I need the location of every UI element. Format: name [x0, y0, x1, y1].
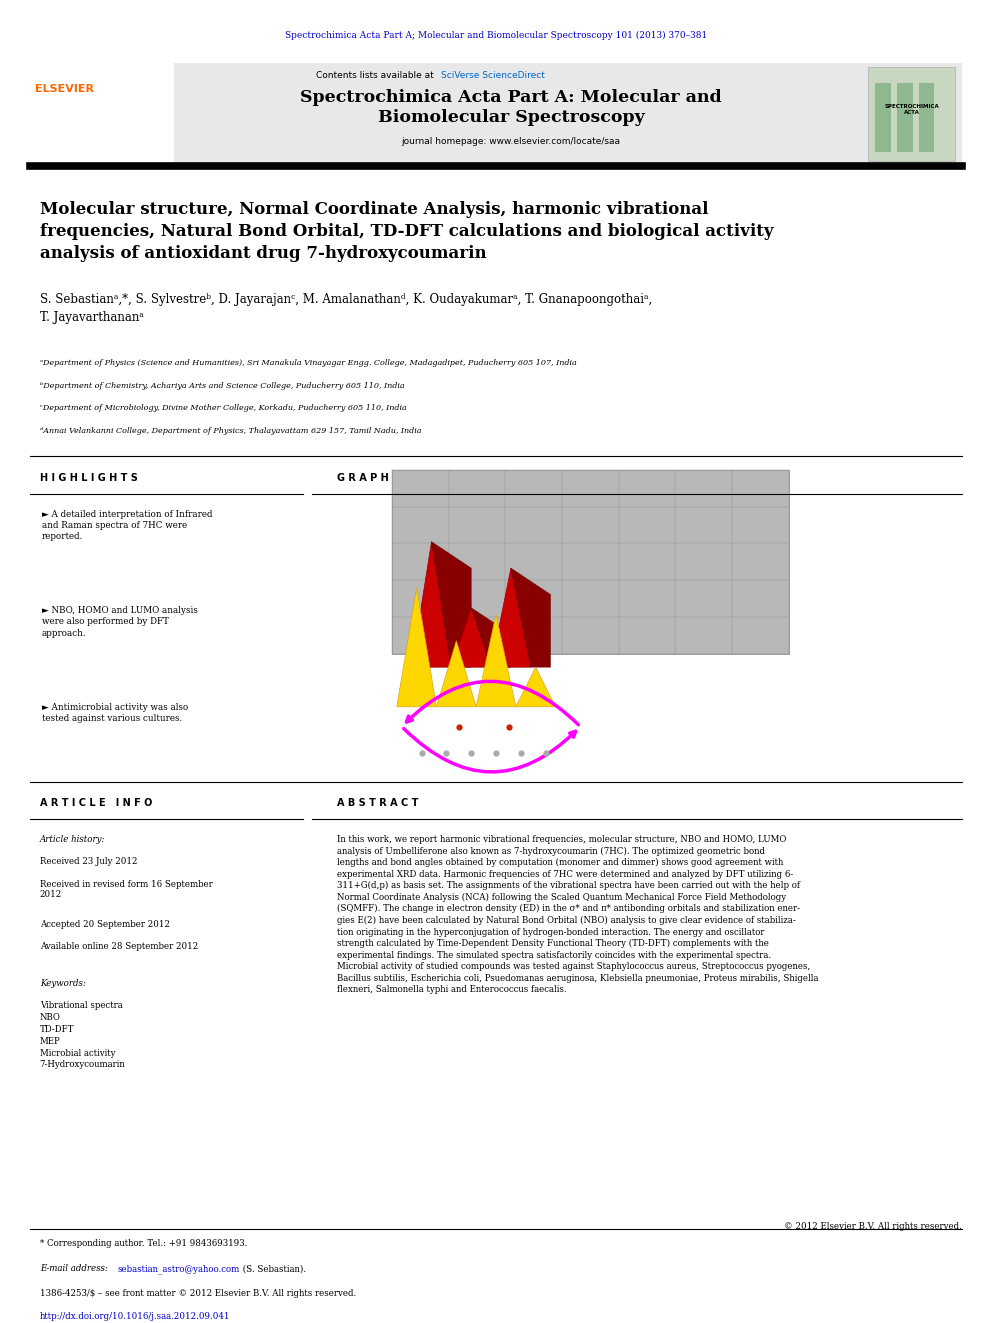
Text: ► NBO, HOMO and LUMO analysis
were also performed by DFT
approach.: ► NBO, HOMO and LUMO analysis were also … — [42, 606, 197, 638]
Polygon shape — [436, 640, 476, 706]
Text: E-mail address:: E-mail address: — [40, 1265, 107, 1273]
Text: G R A P H I C A L   A B S T R A C T: G R A P H I C A L A B S T R A C T — [337, 472, 519, 483]
Polygon shape — [511, 568, 551, 667]
Text: Keywords:: Keywords: — [40, 979, 85, 988]
Bar — [897, 83, 913, 152]
Text: S. Sebastianᵃ,*, S. Sylvestreᵇ, D. Jayarajanᶜ, M. Amalanathanᵈ, K. Oudayakumarᵃ,: S. Sebastianᵃ,*, S. Sylvestreᵇ, D. Jayar… — [40, 294, 652, 324]
Bar — [392, 470, 789, 654]
Polygon shape — [491, 568, 531, 667]
Text: ► A detailed interpretation of Infrared
and Raman spectra of 7HC were
reported.: ► A detailed interpretation of Infrared … — [42, 509, 212, 541]
Text: (S. Sebastian).: (S. Sebastian). — [240, 1265, 307, 1273]
Polygon shape — [432, 541, 471, 667]
Text: journal homepage: www.elsevier.com/locate/saa: journal homepage: www.elsevier.com/locat… — [402, 138, 620, 147]
Text: Article history:: Article history: — [40, 835, 105, 844]
Text: ᶜDepartment of Microbiology, Divine Mother College, Korkadu, Puducherry 605 110,: ᶜDepartment of Microbiology, Divine Moth… — [40, 405, 407, 413]
Text: Spectrochimica Acta Part A; Molecular and Biomolecular Spectroscopy 101 (2013) 3: Spectrochimica Acta Part A; Molecular an… — [285, 30, 707, 40]
Polygon shape — [476, 614, 516, 706]
Text: Received in revised form 16 September
2012: Received in revised form 16 September 20… — [40, 880, 212, 900]
Text: Received 23 July 2012: Received 23 July 2012 — [40, 857, 137, 867]
Polygon shape — [412, 541, 451, 667]
Text: A R T I C L E   I N F O: A R T I C L E I N F O — [40, 798, 152, 808]
Text: © 2012 Elsevier B.V. All rights reserved.: © 2012 Elsevier B.V. All rights reserved… — [785, 1222, 962, 1230]
Bar — [868, 67, 955, 161]
Polygon shape — [397, 587, 436, 706]
Text: http://dx.doi.org/10.1016/j.saa.2012.09.041: http://dx.doi.org/10.1016/j.saa.2012.09.… — [40, 1312, 230, 1320]
Text: Available online 28 September 2012: Available online 28 September 2012 — [40, 942, 198, 951]
Text: Spectrochimica Acta Part A: Molecular and
Biomolecular Spectroscopy: Spectrochimica Acta Part A: Molecular an… — [300, 89, 722, 127]
Bar — [875, 83, 891, 152]
Bar — [919, 83, 934, 152]
Text: ᵇDepartment of Chemistry, Achariya Arts and Science College, Puducherry 605 110,: ᵇDepartment of Chemistry, Achariya Arts … — [40, 382, 405, 390]
Text: SPECTROCHIMICA
ACTA: SPECTROCHIMICA ACTA — [884, 105, 939, 115]
Bar — [30, 64, 962, 165]
Text: ELSEVIER: ELSEVIER — [35, 85, 94, 94]
Text: 1386-4253/$ – see front matter © 2012 Elsevier B.V. All rights reserved.: 1386-4253/$ – see front matter © 2012 El… — [40, 1290, 356, 1298]
Text: * Corresponding author. Tel.: +91 9843693193.: * Corresponding author. Tel.: +91 984369… — [40, 1240, 247, 1248]
Polygon shape — [471, 607, 511, 667]
Text: ᵃDepartment of Physics (Science and Humanities), Sri Manakula Vinayagar Engg. Co: ᵃDepartment of Physics (Science and Huma… — [40, 360, 576, 368]
Text: Vibrational spectra
NBO
TD-DFT
MEP
Microbial activity
7-Hydroxycoumarin: Vibrational spectra NBO TD-DFT MEP Micro… — [40, 1002, 125, 1069]
Text: SciVerse ScienceDirect: SciVerse ScienceDirect — [441, 71, 546, 81]
Text: Accepted 20 September 2012: Accepted 20 September 2012 — [40, 919, 170, 929]
Text: ᵈAnnai Velankanni College, Department of Physics, Thalayavattam 629 157, Tamil N: ᵈAnnai Velankanni College, Department of… — [40, 427, 422, 435]
Text: sebastian_astro@yahoo.com: sebastian_astro@yahoo.com — [117, 1265, 239, 1274]
Text: ► Antimicrobial activity was also
tested against various cultures.: ► Antimicrobial activity was also tested… — [42, 703, 187, 722]
Polygon shape — [516, 667, 556, 706]
Bar — [30, 64, 174, 165]
Text: H I G H L I G H T S: H I G H L I G H T S — [40, 472, 138, 483]
Polygon shape — [451, 607, 491, 667]
Text: Contents lists available at: Contents lists available at — [315, 71, 436, 81]
Text: In this work, we report harmonic vibrational frequencies, molecular structure, N: In this work, we report harmonic vibrati… — [337, 835, 818, 994]
Text: A B S T R A C T: A B S T R A C T — [337, 798, 419, 808]
Text: Molecular structure, Normal Coordinate Analysis, harmonic vibrational
frequencie: Molecular structure, Normal Coordinate A… — [40, 201, 773, 262]
